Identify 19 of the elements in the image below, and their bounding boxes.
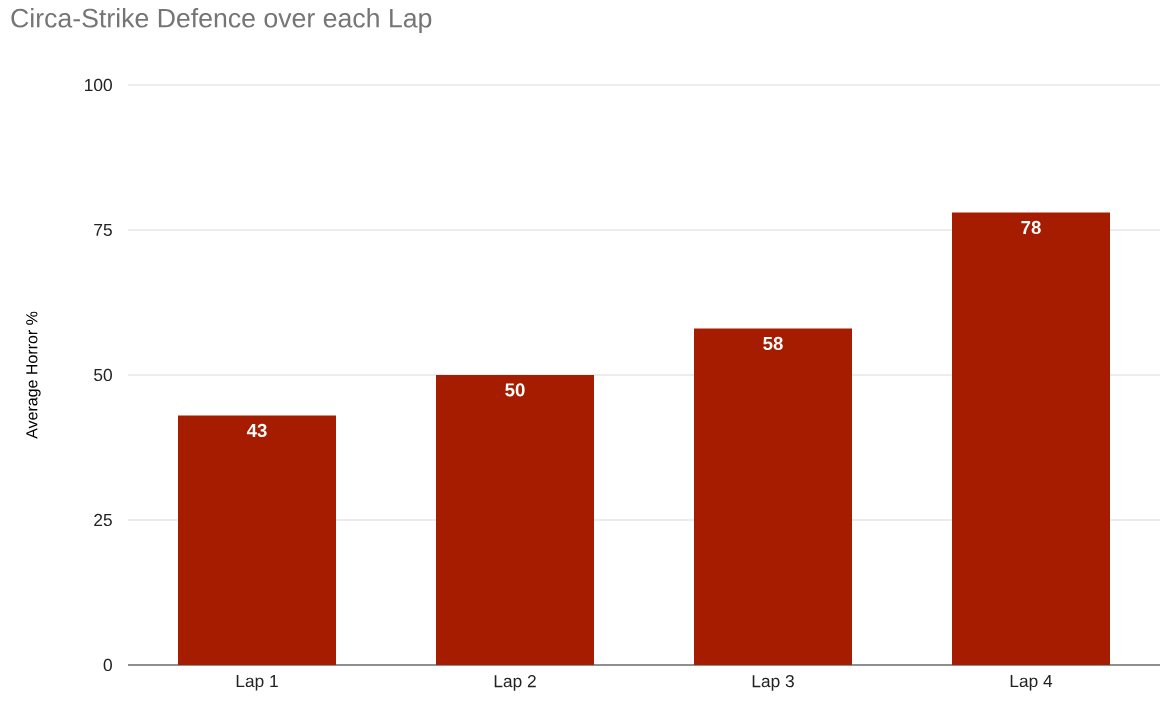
bar	[694, 328, 852, 665]
x-tick-label: Lap 1	[236, 675, 278, 691]
data-label: 50	[505, 383, 525, 397]
y-axis-title: Average Horror %	[26, 311, 41, 439]
y-tick-label: 25	[94, 513, 112, 527]
x-tick-label: Lap 2	[494, 675, 536, 691]
x-tick-label: Lap 4	[1010, 675, 1053, 691]
data-label: 43	[246, 423, 267, 438]
bar	[436, 374, 594, 665]
chart-title: Circa-Strike Defence over each Lap	[11, 8, 432, 33]
y-tick-label: 100	[85, 78, 112, 92]
data-label: 78	[1021, 220, 1041, 235]
y-tick-label: 50	[94, 368, 112, 382]
x-tick-label: Lap 3	[752, 675, 794, 691]
y-tick-label: 0	[103, 658, 112, 672]
bar	[952, 212, 1110, 665]
bar	[178, 415, 337, 665]
y-tick-label: 75	[94, 223, 112, 237]
data-label: 58	[763, 336, 783, 351]
